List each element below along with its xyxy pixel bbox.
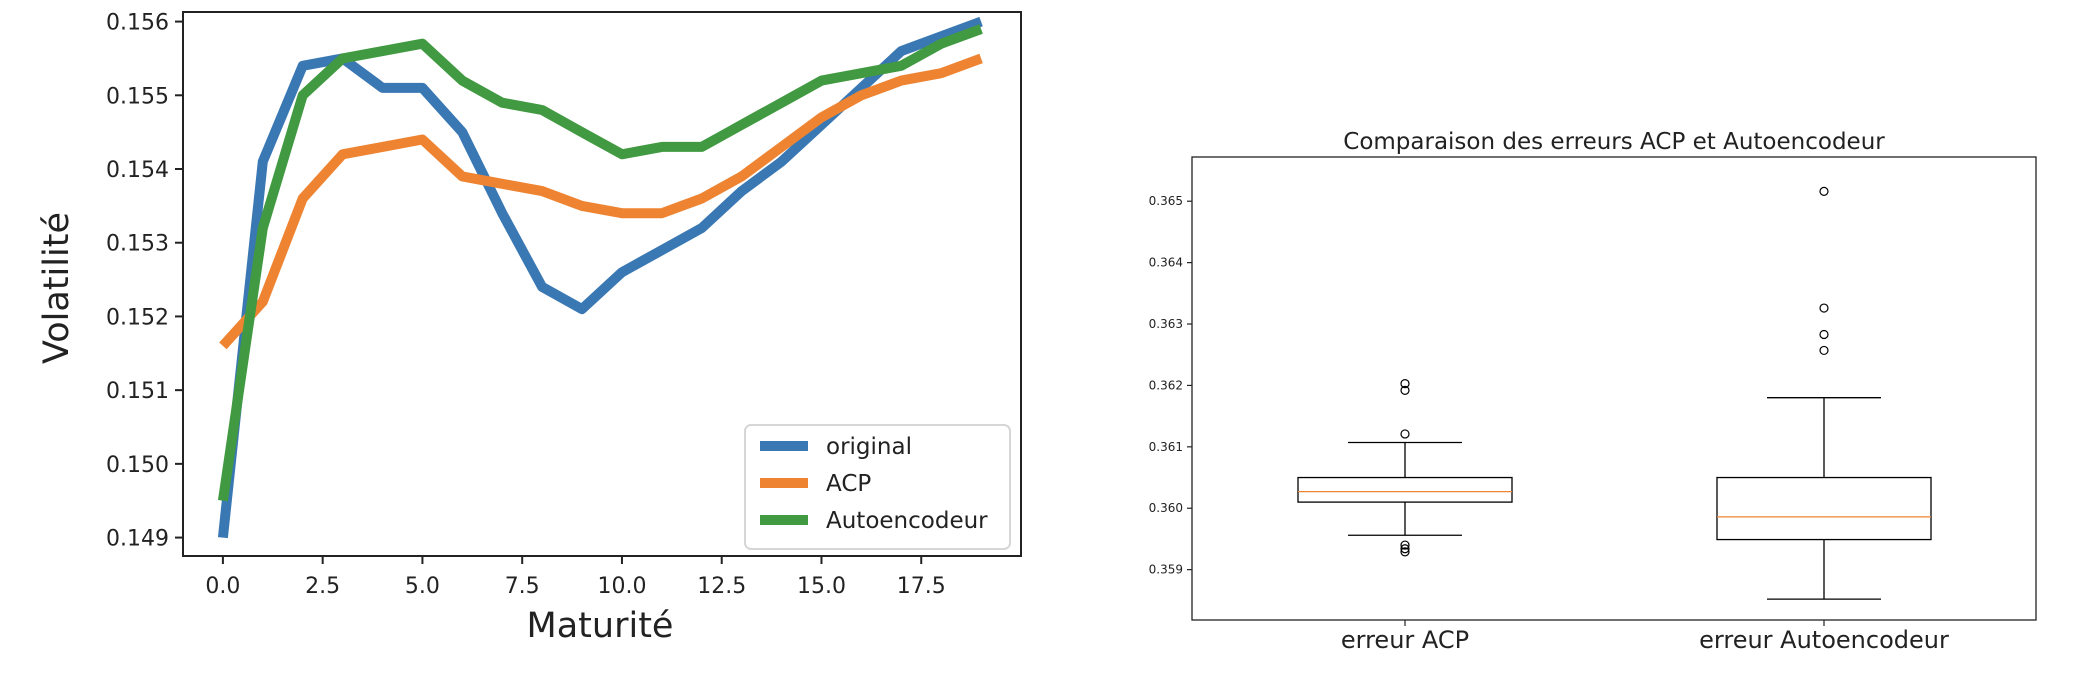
x-tick-label: 7.5 [505,574,540,599]
y-tick-label: 0.152 [106,305,169,330]
x-tick-label: 12.5 [697,574,746,599]
x-tick-label: 15.0 [797,574,846,599]
legend-label: original [826,434,912,460]
box-1 [1297,378,1513,557]
y-tick-label: 0.365 [1149,194,1183,208]
y-tick-label: 0.361 [1149,440,1183,454]
y-tick-label: 0.364 [1149,256,1183,270]
legend: original ACP Autoencodeur [744,424,1011,550]
y-tick-label: 0.156 [106,11,169,36]
y-tick-label: 0.363 [1149,317,1183,331]
outlier-point [1400,429,1410,439]
outlier-point [1400,385,1410,395]
iqr-box [1297,476,1513,503]
series-line-autoencodeur [217,24,983,502]
x-category-label: erreur Autoencodeur [1699,626,1949,654]
legend-box [744,424,1011,550]
y-tick-label: 0.155 [106,84,169,109]
series-line-acp [219,53,983,350]
x-tick-label: 2.5 [305,574,340,599]
x-axis-label: Maturité [527,606,674,646]
outlier-point [1819,303,1829,313]
y-tick-label: 0.360 [1149,501,1183,515]
box-2 [1716,186,1932,600]
line-chart: 0.0 2.5 5.0 7.5 10.0 12.5 15.0 17.5 0.149 0.150 0.… [37,11,1022,646]
outlier-point [1400,378,1410,389]
outlier-point [1819,186,1829,196]
y-tick-label: 0.359 [1149,563,1183,577]
x-tick-label: 0.0 [205,574,240,599]
plot-frame [1191,156,2037,621]
x-tick-label: 5.0 [405,574,440,599]
y-tick-label: 0.153 [106,232,169,257]
y-tick-label: 0.151 [106,379,169,404]
x-tick-label: 10.0 [597,574,646,599]
y-tick-label: 0.150 [106,453,169,478]
plot-frame [182,11,1022,557]
chart-title: Comparaison des erreurs ACP et Autoencod… [1343,129,1885,155]
outlier-point [1819,345,1829,356]
y-axis-label: Volatilité [37,212,77,364]
box-plot: Comparaison des erreurs ACP et Autoencod… [1149,129,2037,654]
y-tick-label: 0.362 [1149,378,1183,392]
outlier-point [1400,547,1410,557]
iqr-box [1716,476,1932,541]
legend-label: ACP [826,471,871,497]
x-category-label: erreur ACP [1341,626,1469,654]
y-tick-label: 0.154 [106,158,169,183]
outlier-point [1400,544,1410,554]
y-tick-label: 0.149 [106,527,169,552]
outlier-point [1819,329,1829,340]
x-tick-label: 17.5 [897,574,946,599]
outlier-point [1400,540,1410,550]
legend-label: Autoencodeur [826,508,988,534]
